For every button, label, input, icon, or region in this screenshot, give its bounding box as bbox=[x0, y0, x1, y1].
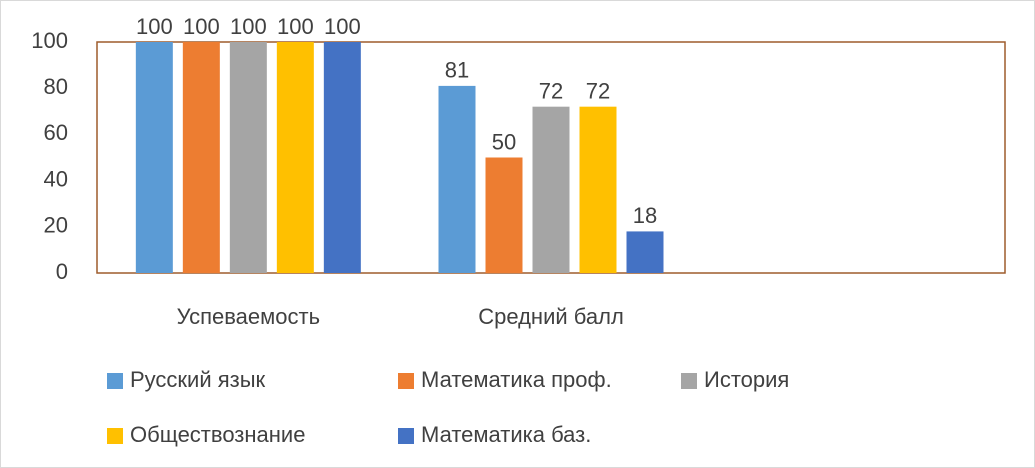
bar bbox=[579, 106, 617, 274]
data-label: 72 bbox=[586, 78, 610, 103]
bar bbox=[229, 42, 267, 273]
legend-label: Математика проф. bbox=[421, 367, 612, 392]
legend-swatch bbox=[681, 373, 697, 389]
bar bbox=[532, 106, 570, 274]
data-label: 81 bbox=[445, 58, 469, 83]
data-label: 100 bbox=[277, 14, 314, 39]
data-label: 18 bbox=[633, 203, 657, 228]
data-label: 100 bbox=[136, 14, 173, 39]
bar bbox=[626, 231, 664, 273]
legend-swatch bbox=[398, 428, 414, 444]
y-tick-label: 60 bbox=[44, 120, 68, 145]
data-label: 72 bbox=[539, 78, 563, 103]
legend-label: Русский язык bbox=[130, 367, 266, 392]
bar bbox=[182, 42, 220, 273]
y-tick-label: 40 bbox=[44, 166, 68, 191]
x-tick-label: Средний балл bbox=[478, 304, 624, 329]
bar bbox=[323, 42, 361, 273]
legend-swatch bbox=[107, 428, 123, 444]
data-label: 100 bbox=[183, 14, 220, 39]
y-tick-label: 20 bbox=[44, 213, 68, 238]
x-tick-label: Успеваемость bbox=[177, 304, 320, 329]
legend-swatch bbox=[107, 373, 123, 389]
data-label: 100 bbox=[230, 14, 267, 39]
legend-label: Математика баз. bbox=[421, 422, 591, 447]
bar bbox=[135, 42, 173, 273]
legend-label: История bbox=[704, 367, 789, 392]
bar bbox=[276, 42, 314, 273]
data-label: 50 bbox=[492, 129, 516, 154]
y-tick-label: 80 bbox=[44, 74, 68, 99]
y-tick-label: 100 bbox=[31, 28, 68, 53]
y-tick-label: 0 bbox=[56, 259, 68, 284]
bar bbox=[485, 157, 523, 273]
legend-label: Обществознание bbox=[130, 422, 305, 447]
legend-swatch bbox=[398, 373, 414, 389]
bar bbox=[438, 85, 476, 273]
data-label: 100 bbox=[324, 14, 361, 39]
